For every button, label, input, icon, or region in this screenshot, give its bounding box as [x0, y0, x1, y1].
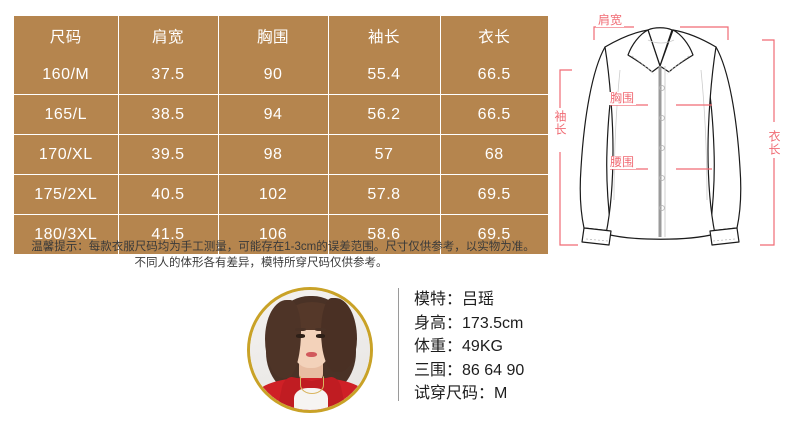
label-shoulder-width: 肩宽	[596, 13, 625, 27]
spec-value: M	[494, 385, 508, 402]
cell-bust: 90	[218, 55, 329, 95]
shoulder-guide-left	[593, 26, 634, 40]
table-row: 160/M 37.5 90 55.4 66.5	[14, 55, 548, 95]
length-guide-top	[762, 39, 775, 122]
avatar-image	[250, 290, 370, 410]
cell-sleeve: 57	[328, 134, 441, 175]
hair-left-shape	[265, 300, 301, 378]
cell-bust: 102	[218, 174, 329, 215]
cell-size: 165/L	[14, 94, 119, 135]
cell-sleeve: 58.6	[328, 214, 441, 254]
cell-size: 180/3XL	[14, 214, 119, 254]
necklace	[300, 376, 324, 394]
mouth-shape	[306, 352, 317, 357]
cell-shoulder: 40.5	[118, 174, 219, 215]
measurement-disclaimer: 温馨提示：每款衣服尺码均为手工测量，可能存在1-3cm的误差范围。尺寸仅供参考，…	[14, 239, 552, 271]
model-spec-list: 模特：吕瑶 身高：173.5cm 体重：49KG 三围：86 64 90 试穿尺…	[414, 288, 644, 406]
spec-value: 86 64 90	[462, 361, 525, 379]
cell-sleeve: 57.8	[328, 174, 441, 215]
cell-length: 68	[440, 134, 548, 175]
cell-sleeve: 55.4	[328, 55, 441, 95]
cell-size: 170/XL	[14, 134, 119, 175]
spec-value: 173.5cm	[462, 314, 524, 332]
table-row: 170/XL 39.5 98 57 68	[14, 134, 548, 175]
eye-left	[296, 334, 305, 338]
disclaimer-line-2: 不同人的体形各有差异，模特所穿尺码仅供参考。	[134, 257, 388, 269]
label-sleeve-length: 袖长	[553, 108, 567, 138]
column-header-shoulder: 肩宽	[118, 16, 219, 55]
disclaimer-line-1: 温馨提示：每款衣服尺码均为手工测量，可能存在1-3cm的误差范围。尺寸仅供参考，…	[31, 241, 535, 253]
spec-row-name: 模特：吕瑶	[414, 288, 644, 312]
table-row: 175/2XL 40.5 102 57.8 69.5	[14, 174, 548, 215]
table-row: 165/L 38.5 94 56.2 66.5	[14, 94, 548, 135]
spec-value: 49KG	[462, 338, 503, 355]
cell-length: 66.5	[440, 94, 548, 135]
spec-label: 试穿尺码：	[414, 385, 495, 402]
spec-label: 模特：	[414, 291, 463, 308]
column-header-size: 尺码	[14, 16, 119, 55]
spec-label: 三围：	[414, 361, 463, 379]
label-bust: 胸围	[608, 91, 637, 105]
cell-shoulder: 38.5	[118, 94, 219, 135]
column-header-bust: 胸围	[218, 16, 329, 55]
model-avatar	[247, 287, 373, 413]
shoulder-guide-right	[680, 26, 729, 40]
table-row: 180/3XL 41.5 106 58.6 69.5	[14, 214, 548, 254]
column-header-sleeve: 袖长	[328, 16, 441, 55]
eyebrow-right	[315, 328, 326, 331]
cell-bust: 98	[218, 134, 329, 175]
spec-label: 身高：	[414, 314, 463, 332]
eyebrow-left	[295, 328, 306, 331]
hair-right-shape	[321, 298, 357, 372]
cell-bust: 106	[218, 214, 329, 254]
spec-row-weight: 体重：49KG	[414, 335, 644, 359]
label-waist: 腰围	[608, 155, 637, 169]
cell-size: 160/M	[14, 55, 119, 95]
spec-row-worn-size: 试穿尺码：M	[414, 382, 644, 406]
vertical-divider	[398, 288, 399, 401]
spec-label: 体重：	[414, 338, 463, 355]
spec-row-height: 身高：173.5cm	[414, 312, 644, 336]
size-chart-table: 尺码 肩宽 胸围 袖长 衣长 160/M 37.5 90 55.4 66.5 1…	[14, 16, 548, 254]
table-header-row: 尺码 肩宽 胸围 袖长 衣长	[14, 16, 548, 55]
eye-right	[316, 334, 325, 338]
spec-row-measurements: 三围：86 64 90	[414, 359, 644, 383]
cell-bust: 94	[218, 94, 329, 135]
column-header-length: 衣长	[440, 16, 548, 55]
inner-top	[294, 388, 328, 410]
label-garment-length: 衣长	[767, 128, 781, 158]
cell-length: 69.5	[440, 174, 548, 215]
length-guide-bottom	[760, 156, 775, 246]
garment-measurement-diagram: 肩宽 胸围 腰围 袖长 衣长	[548, 0, 790, 260]
cell-shoulder: 37.5	[118, 55, 219, 95]
cell-length: 66.5	[440, 55, 548, 95]
cell-length: 69.5	[440, 214, 548, 254]
sleeve-guide-bottom	[559, 152, 578, 246]
shirt-illustration-svg	[559, 26, 775, 246]
cell-size: 175/2XL	[14, 174, 119, 215]
sleeve-guide-top	[559, 69, 572, 118]
cell-sleeve: 56.2	[328, 94, 441, 135]
cell-shoulder: 39.5	[118, 134, 219, 175]
cell-shoulder: 41.5	[118, 214, 219, 254]
spec-value: 吕瑶	[462, 291, 495, 308]
